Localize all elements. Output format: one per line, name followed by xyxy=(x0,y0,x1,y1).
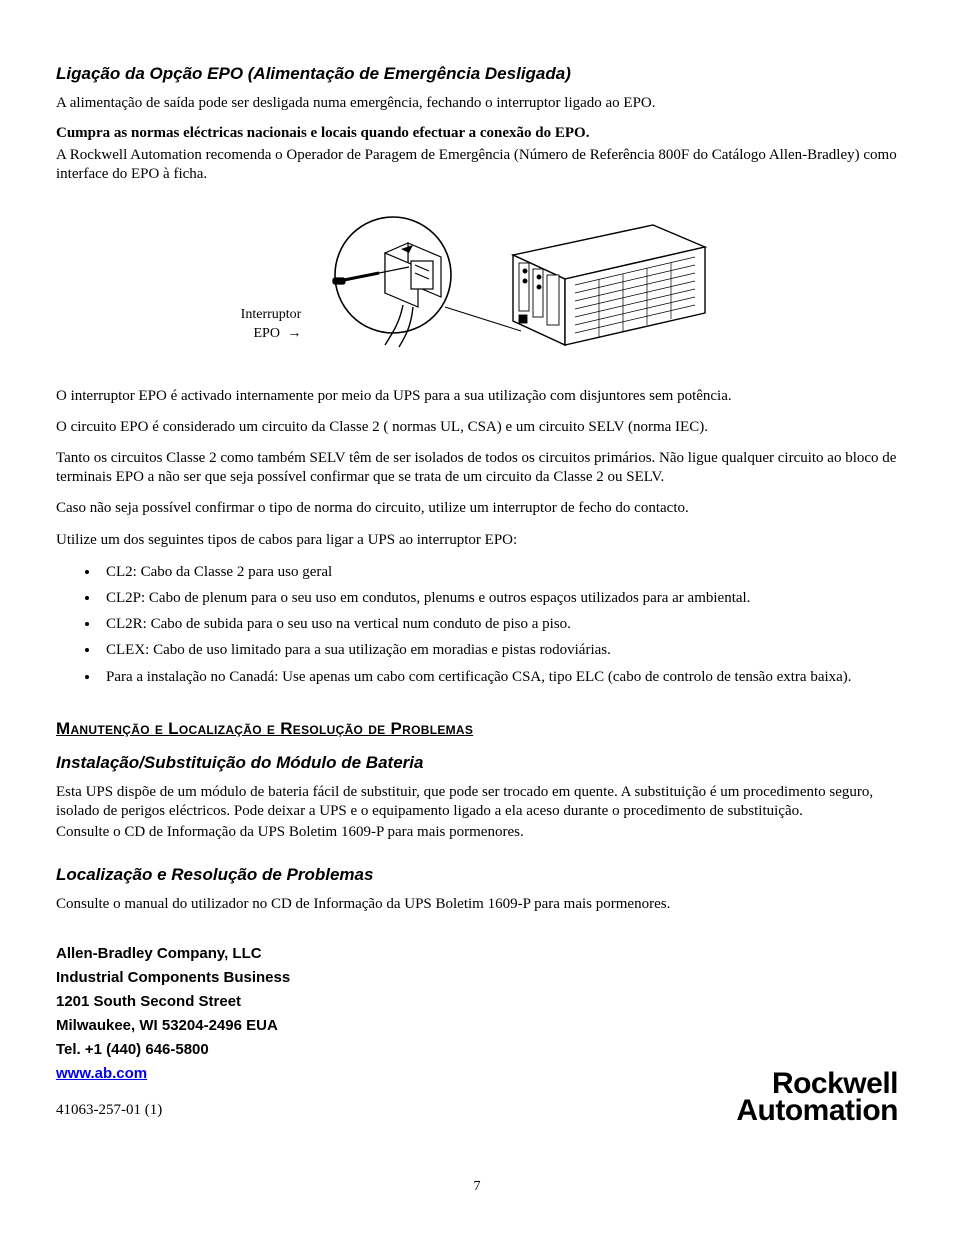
maint-sub1-p1: Esta UPS dispõe de um módulo de bateria … xyxy=(56,783,898,821)
maint-sub2-heading: Localização e Resolução de Problemas xyxy=(56,865,898,885)
epo-p7: Utilize um dos seguintes tipos de cabos … xyxy=(56,531,898,550)
epo-p1: A alimentação de saída pode ser desligad… xyxy=(56,94,898,113)
epo-diagram-icon xyxy=(313,195,713,375)
document-page: Ligação da Opção EPO (Alimentação de Eme… xyxy=(0,0,954,1235)
epo-p6: Caso não seja possível confirmar o tipo … xyxy=(56,499,898,518)
figure-label-line1: Interruptor xyxy=(241,307,302,322)
epo-figure: Interruptor EPO → xyxy=(56,195,898,375)
epo-p4: O circuito EPO é considerado um circuito… xyxy=(56,418,898,437)
rockwell-logo: Rockwell Automation xyxy=(736,1070,898,1125)
epo-p2: A Rockwell Automation recomenda o Operad… xyxy=(56,146,898,184)
logo-line2: Automation xyxy=(736,1097,898,1125)
company-address: Allen-Bradley Company, LLC Industrial Co… xyxy=(56,942,898,1086)
maint-sub1-heading: Instalação/Substituição do Módulo de Bat… xyxy=(56,753,898,773)
arrow-icon: → xyxy=(283,324,301,340)
epo-p5: Tanto os circuitos Classe 2 como também … xyxy=(56,449,898,487)
company-line5: Tel. +1 (440) 646-5800 xyxy=(56,1038,898,1062)
company-line3: 1201 South Second Street xyxy=(56,990,898,1014)
epo-heading: Ligação da Opção EPO (Alimentação de Eme… xyxy=(56,64,898,84)
epo-bold: Cumpra as normas eléctricas nacionais e … xyxy=(56,125,898,142)
figure-label: Interruptor EPO → xyxy=(241,227,302,343)
list-item: CL2P: Cabo de plenum para o seu uso em c… xyxy=(100,588,898,608)
list-item: CL2: Cabo da Classe 2 para uso geral xyxy=(100,562,898,582)
company-line1: Allen-Bradley Company, LLC xyxy=(56,942,898,966)
figure-label-line2: EPO xyxy=(253,326,279,341)
company-line2: Industrial Components Business xyxy=(56,966,898,990)
company-line4: Milwaukee, WI 53204-2496 EUA xyxy=(56,1014,898,1038)
list-item: Para a instalação no Canadá: Use apenas … xyxy=(100,667,898,687)
list-item: CLEX: Cabo de uso limitado para a sua ut… xyxy=(100,640,898,660)
company-link[interactable]: www.ab.com xyxy=(56,1065,147,1082)
maint-heading: Manutenção e Localização e Resolução de … xyxy=(56,719,898,739)
page-number: 7 xyxy=(0,1179,954,1195)
list-item: CL2R: Cabo de subida para o seu uso na v… xyxy=(100,614,898,634)
maint-sub2-p1: Consulte o manual do utilizador no CD de… xyxy=(56,895,898,914)
logo-line1: Rockwell xyxy=(736,1070,898,1098)
maint-sub1-p2: Consulte o CD de Informação da UPS Bolet… xyxy=(56,823,898,842)
cable-list: CL2: Cabo da Classe 2 para uso geral CL2… xyxy=(56,562,898,687)
epo-p3: O interruptor EPO é activado internament… xyxy=(56,387,898,406)
